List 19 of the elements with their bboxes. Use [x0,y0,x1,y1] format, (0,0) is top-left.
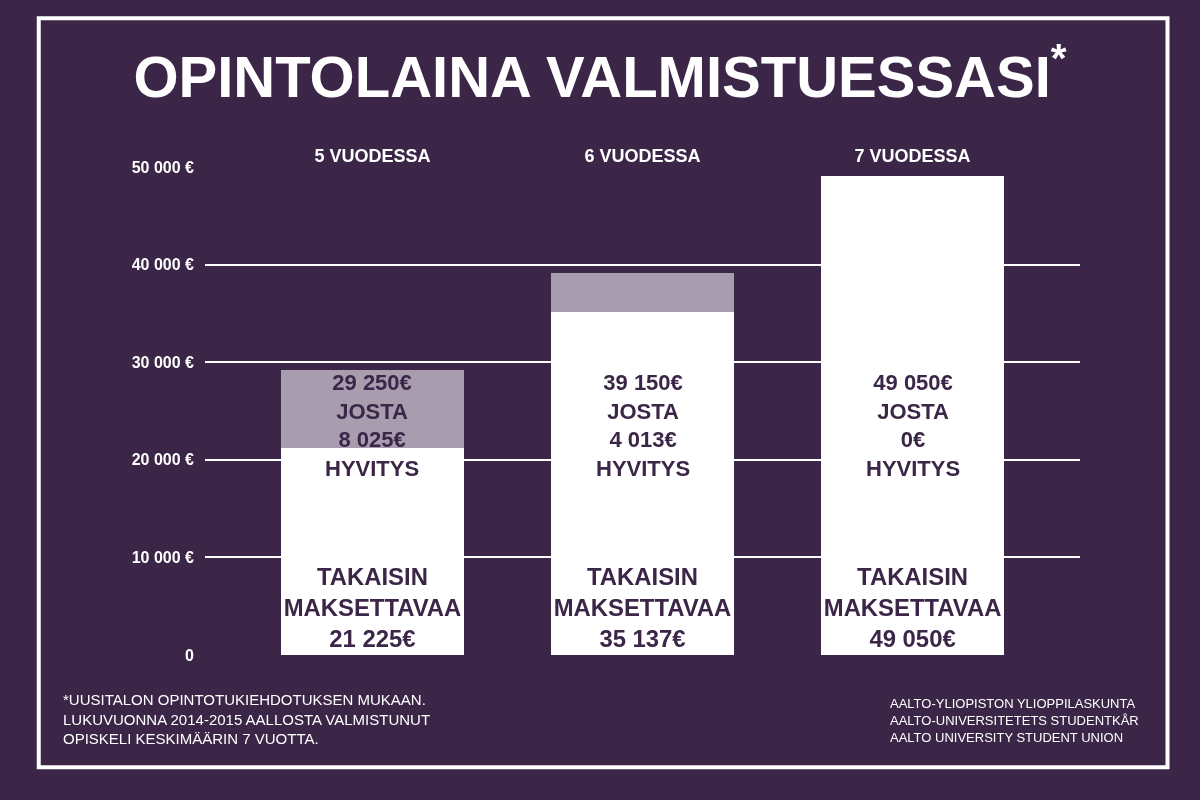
data-label: TAKAISIN MAKSETTAVAA 21 225€ [283,562,462,653]
annotation: 39 150€ JOSTA 4 013€ HYVITYS [596,370,691,481]
data-label: TAKAISIN MAKSETTAVAA 35 137€ [553,562,732,653]
x-tick-label: 6 VUODESSA [584,146,701,167]
annotation: 49 050€ JOSTA 0€ HYVITYS [866,370,961,481]
data-label: TAKAISIN MAKSETTAVAA 49 050€ [823,562,1002,653]
text: *UUSITALON OPINTOTUKIEHDOTUKSEN MUKAAN. LUKUVUONNA 2014-2015 AALLOSTA VALMISTUNUT OPISKELI KESKIMÄÄRIN 7 VUOTTA. [63,691,431,747]
y-tick-label: 40 000 € [131,256,195,274]
bar [550,272,735,313]
y-tick-label: 20 000 € [131,451,195,469]
annotation: 29 250€ JOSTA 8 025€ HYVITYS [325,370,420,481]
chart-title: OPINTOLAINA VALMISTUESSASI$^{*}$ [133,35,1067,109]
y-tick-label: 50 000 € [131,158,195,176]
x-tick-label: 5 VUODESSA [314,146,431,167]
x-tick-label: 7 VUODESSA [854,146,971,167]
y-tick-label: 0 [185,646,195,664]
text: AALTO-YLIOPISTON YLIOPPILASKUNTA AALTO-UNIVERSITETETS STUDENTKÅR AALTO UNIVERSITY STUDENT UNION [890,696,1139,745]
y-tick-label: 30 000 € [131,353,195,371]
y-tick-label: 10 000 € [131,549,195,566]
